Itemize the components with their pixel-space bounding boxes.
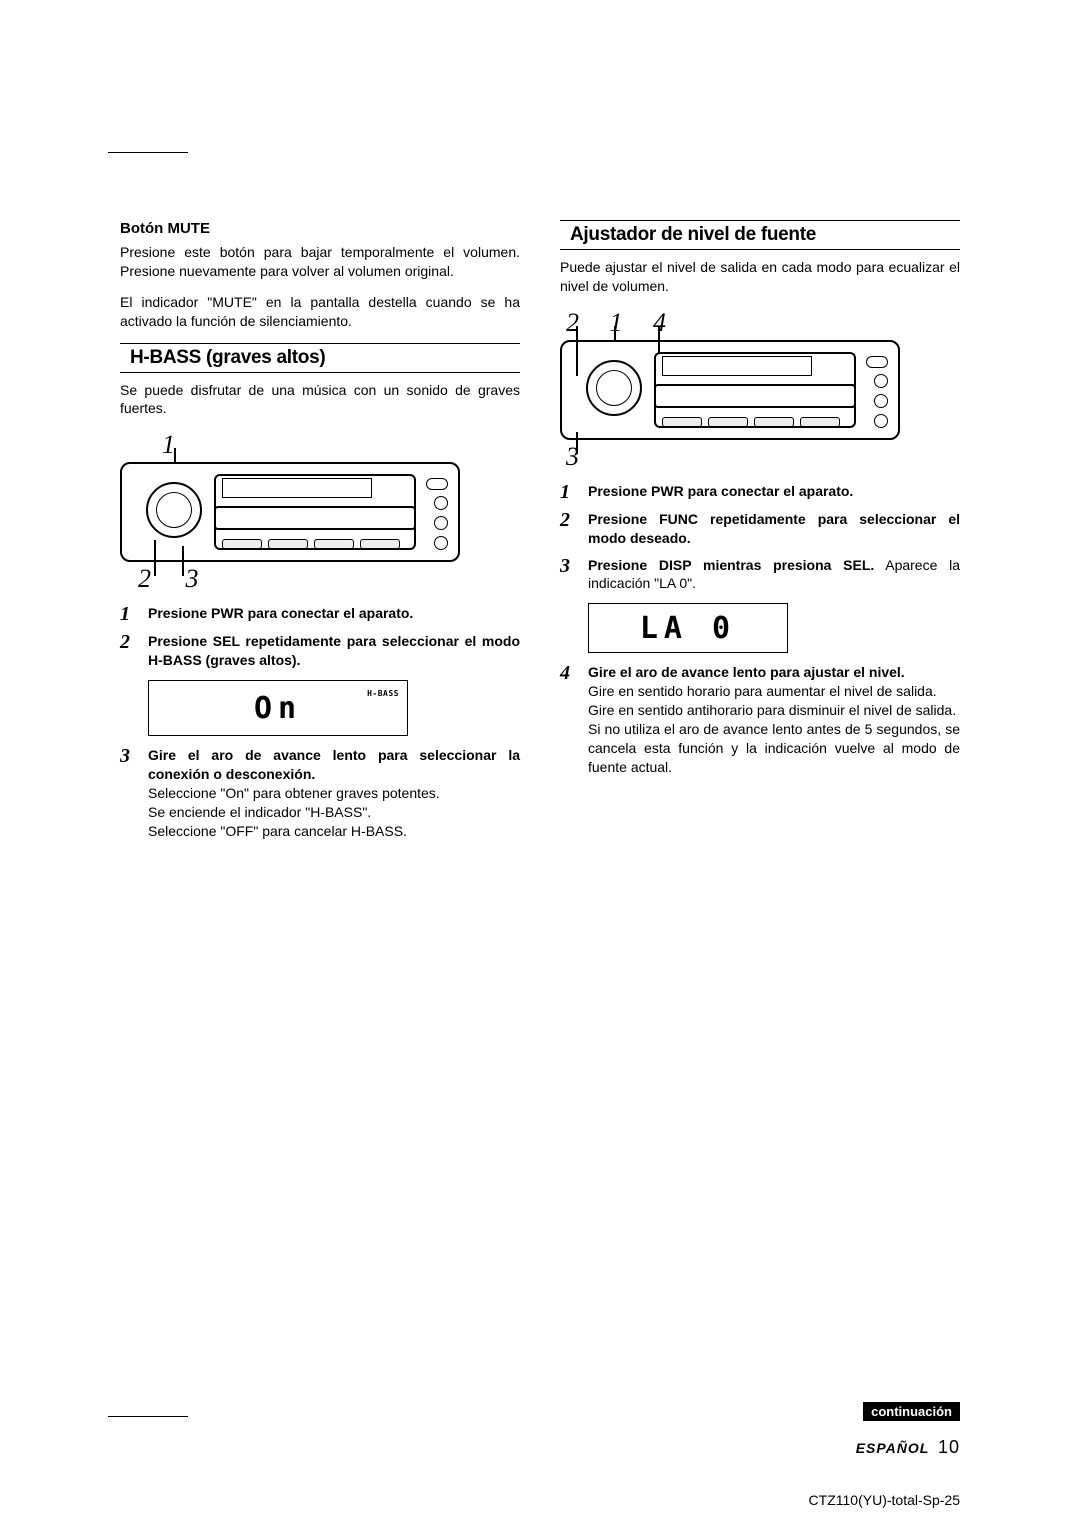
hbass-step-1: 1 Presione PWR para conectar el aparato. bbox=[120, 604, 520, 624]
step-number: 1 bbox=[560, 482, 578, 502]
step-number: 2 bbox=[120, 632, 138, 670]
mute-paragraph-1: Presione este botón para bajar temporalm… bbox=[120, 243, 520, 281]
step-number: 3 bbox=[120, 746, 138, 840]
step-text: Seleccione "On" para obtener graves pote… bbox=[148, 784, 520, 841]
step-number: 3 bbox=[560, 556, 578, 594]
lcd-tag: H-BASS bbox=[367, 689, 399, 698]
crop-mark bbox=[108, 1416, 188, 1417]
source-level-intro: Puede ajustar el nivel de salida en cada… bbox=[560, 258, 960, 296]
language-page: ESPAÑOL 10 bbox=[120, 1437, 960, 1458]
source-callout-top: 2 1 4 bbox=[566, 308, 960, 338]
step-bold: Presione PWR para conectar el aparato. bbox=[148, 605, 413, 621]
source-step-1: 1 Presione PWR para conectar el aparato. bbox=[560, 482, 960, 502]
step-bold: Gire el aro de avance lento para ajustar… bbox=[588, 664, 905, 680]
hbass-callout-top: 1 bbox=[162, 430, 520, 460]
language-label: ESPAÑOL bbox=[856, 1440, 929, 1456]
step-text: Gire en sentido horario para aumentar el… bbox=[588, 682, 960, 776]
lcd-display-on: On H-BASS bbox=[148, 680, 408, 736]
step-bold: Presione FUNC repetidamente para selecci… bbox=[588, 511, 960, 546]
knob-icon bbox=[146, 482, 202, 538]
source-step-2: 2 Presione FUNC repetidamente para selec… bbox=[560, 510, 960, 548]
source-step-3: 3 Presione DISP mientras presiona SEL. A… bbox=[560, 556, 960, 594]
lcd-text: LA 0 bbox=[640, 611, 736, 646]
device-diagram-source bbox=[560, 340, 900, 440]
source-callout-bottom: 3 bbox=[566, 442, 960, 472]
mute-heading: Botón MUTE bbox=[120, 220, 520, 237]
device-diagram-hbass bbox=[120, 462, 460, 562]
mute-paragraph-2: El indicador "MUTE" en la pantalla deste… bbox=[120, 293, 520, 331]
right-column: Ajustador de nivel de fuente Puede ajust… bbox=[560, 220, 960, 849]
continuation-badge: continuación bbox=[863, 1402, 960, 1421]
lcd-text: On bbox=[254, 691, 302, 726]
step-bold: Gire el aro de avance lento para selecci… bbox=[148, 747, 520, 782]
source-step-4: 4 Gire el aro de avance lento para ajust… bbox=[560, 663, 960, 776]
step-number: 1 bbox=[120, 604, 138, 624]
page-number: 10 bbox=[938, 1437, 960, 1457]
hbass-step-2: 2 Presione SEL repetidamente para selecc… bbox=[120, 632, 520, 670]
step-number: 4 bbox=[560, 663, 578, 776]
page-footer: continuación ESPAÑOL 10 bbox=[120, 1402, 960, 1458]
hbass-step-3: 3 Gire el aro de avance lento para selec… bbox=[120, 746, 520, 840]
hbass-callout-bottom: 2 3 bbox=[138, 564, 520, 594]
step-number: 2 bbox=[560, 510, 578, 548]
content-columns: Botón MUTE Presione este botón para baja… bbox=[120, 220, 960, 849]
step-bold: Presione DISP mientras presiona SEL. bbox=[588, 557, 874, 573]
crop-mark bbox=[108, 152, 188, 153]
left-column: Botón MUTE Presione este botón para baja… bbox=[120, 220, 520, 849]
document-code: CTZ110(YU)-total-Sp-25 bbox=[809, 1492, 960, 1508]
source-level-title: Ajustador de nivel de fuente bbox=[560, 220, 960, 250]
step-bold: Presione SEL repetidamente para seleccio… bbox=[148, 633, 520, 668]
hbass-title: H-BASS (graves altos) bbox=[120, 343, 520, 373]
hbass-intro: Se puede disfrutar de una música con un … bbox=[120, 381, 520, 419]
step-bold: Presione PWR para conectar el aparato. bbox=[588, 483, 853, 499]
lcd-display-la0: LA 0 bbox=[588, 603, 788, 653]
knob-icon bbox=[586, 360, 642, 416]
